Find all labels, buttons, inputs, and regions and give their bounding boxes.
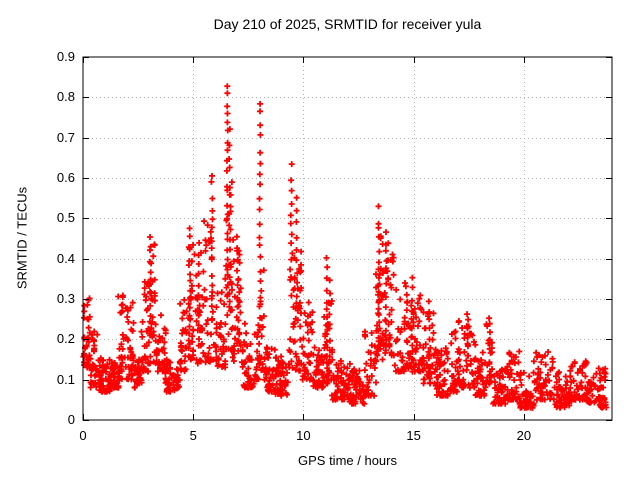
x-tick-label: 10	[296, 428, 311, 443]
x-tick-label: 15	[406, 428, 421, 443]
scatter-points	[80, 83, 610, 411]
y-tick-label: 0.5	[56, 210, 75, 226]
y-tick-label: 0.2	[56, 331, 75, 347]
y-tick-label: 0.3	[56, 291, 75, 306]
y-tick-label: 0.8	[56, 89, 75, 105]
y-tick-label: 0.6	[56, 170, 75, 185]
x-tick-label: 20	[516, 428, 532, 443]
x-axis-label: GPS time / hours	[298, 453, 397, 468]
y-tick-label: 0.1	[56, 371, 75, 387]
y-tick-label: 0.7	[56, 129, 75, 145]
chart-title: Day 210 of 2025, SRMTID for receiver yul…	[213, 16, 482, 32]
x-tick-label: 0	[79, 428, 87, 443]
scatter-marker-path	[80, 83, 610, 411]
y-tick-label: 0.4	[56, 250, 75, 266]
plot-border	[82, 56, 613, 421]
y-tick-label: 0.9	[56, 49, 75, 64]
y-tick-label: 0	[67, 412, 75, 427]
x-tick-label: 5	[189, 428, 197, 443]
